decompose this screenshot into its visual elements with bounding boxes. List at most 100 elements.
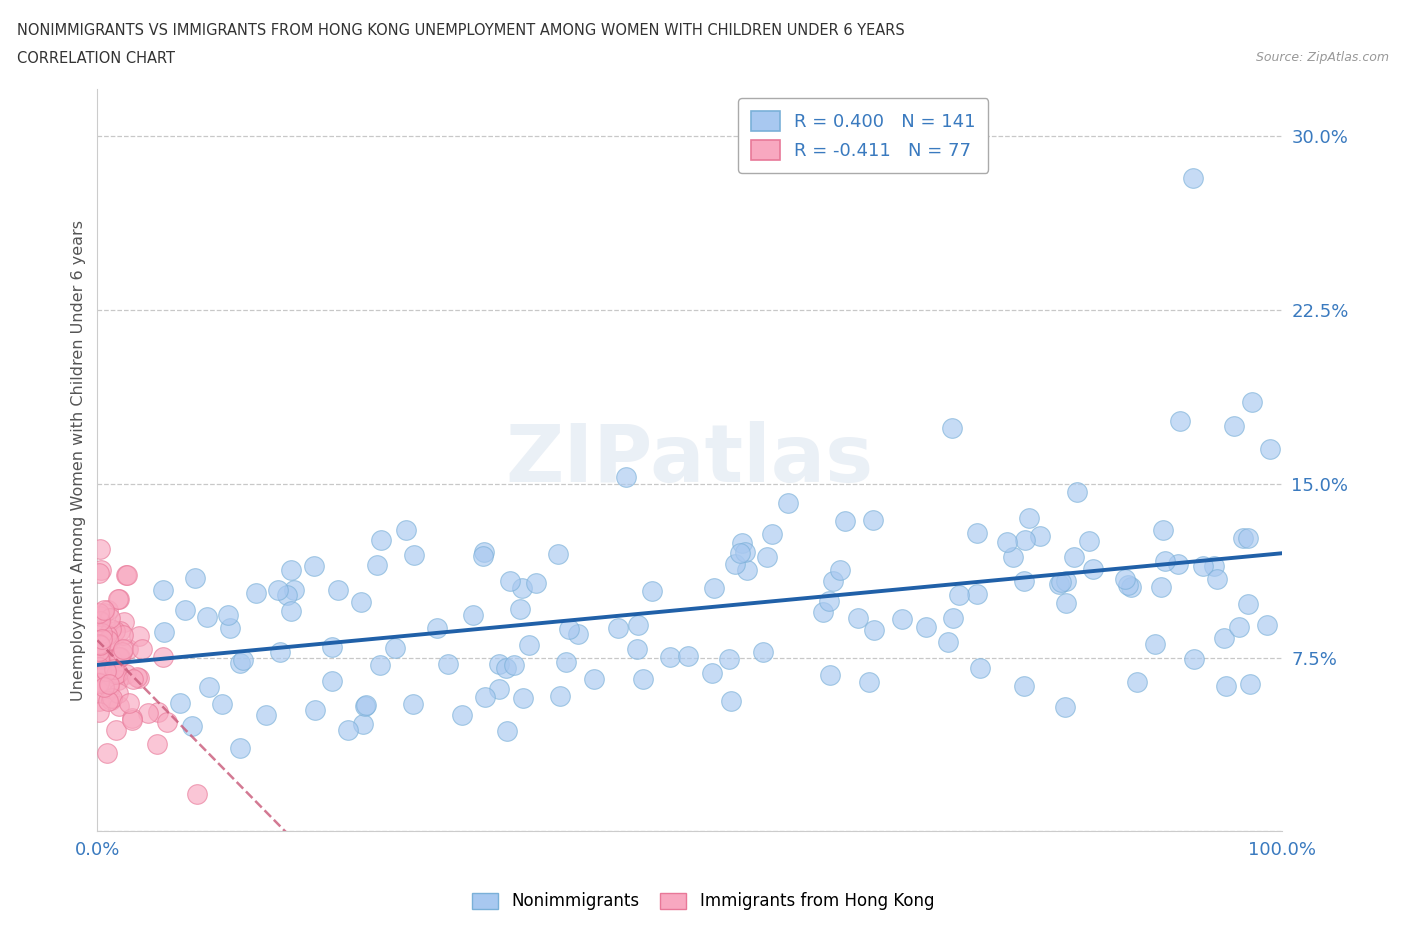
Point [107, 665, 129, 680]
Point [1213, 631, 1236, 645]
Point [1168, 414, 1191, 429]
Point [121, 712, 143, 727]
Point [89, 637, 111, 652]
Point [863, 623, 886, 638]
Point [89, 614, 111, 629]
Point [89, 643, 111, 658]
Point [1047, 577, 1070, 591]
Point [734, 544, 756, 559]
Point [1236, 531, 1258, 546]
Point [152, 649, 174, 664]
Point [229, 741, 252, 756]
Point [1126, 675, 1149, 690]
Point [1229, 619, 1251, 634]
Point [631, 671, 654, 686]
Point [87, 652, 110, 667]
Point [100, 653, 122, 668]
Point [111, 644, 134, 659]
Point [752, 644, 775, 659]
Point [112, 628, 135, 643]
Point [761, 526, 783, 541]
Point [87, 675, 110, 690]
Point [512, 691, 534, 706]
Point [717, 651, 740, 666]
Point [526, 576, 548, 591]
Point [724, 557, 747, 572]
Point [100, 693, 122, 708]
Point [402, 696, 425, 711]
Point [426, 620, 449, 635]
Point [107, 685, 129, 700]
Point [89, 609, 111, 624]
Point [128, 671, 150, 685]
Point [115, 667, 138, 682]
Point [495, 660, 517, 675]
Point [94, 663, 117, 678]
Point [1063, 550, 1085, 565]
Point [93, 605, 115, 620]
Point [658, 649, 681, 664]
Point [1116, 578, 1139, 592]
Point [156, 714, 179, 729]
Point [818, 593, 841, 608]
Point [353, 698, 375, 713]
Point [304, 702, 326, 717]
Point [1078, 534, 1101, 549]
Point [474, 689, 496, 704]
Point [97, 633, 120, 648]
Point [87, 704, 110, 719]
Point [858, 675, 880, 690]
Point [104, 666, 127, 681]
Point [103, 623, 125, 638]
Point [321, 673, 343, 688]
Point [93, 648, 115, 663]
Point [1152, 523, 1174, 538]
Point [582, 672, 605, 687]
Point [98, 681, 121, 696]
Point [97, 694, 120, 709]
Point [1206, 571, 1229, 586]
Point [496, 724, 519, 738]
Point [1239, 676, 1261, 691]
Point [128, 628, 150, 643]
Point [93, 603, 115, 618]
Point [97, 603, 120, 618]
Point [471, 549, 494, 564]
Point [245, 585, 267, 600]
Point [321, 639, 343, 654]
Point [89, 541, 111, 556]
Point [1066, 485, 1088, 499]
Point [626, 618, 648, 632]
Point [730, 545, 752, 560]
Point [87, 565, 110, 580]
Point [451, 707, 474, 722]
Point [103, 662, 125, 677]
Point [1018, 511, 1040, 525]
Point [276, 587, 298, 602]
Point [966, 525, 988, 540]
Point [356, 698, 378, 712]
Point [131, 642, 153, 657]
Point [174, 603, 197, 618]
Point [211, 697, 233, 711]
Text: ZIPatlas: ZIPatlas [505, 421, 873, 499]
Point [90, 615, 112, 630]
Point [614, 469, 637, 484]
Point [256, 708, 278, 723]
Point [846, 611, 869, 626]
Point [283, 582, 305, 597]
Point [87, 684, 110, 698]
Point [941, 420, 963, 435]
Point [1256, 618, 1278, 632]
Point [232, 653, 254, 668]
Point [567, 627, 589, 642]
Point [90, 637, 112, 652]
Point [488, 657, 510, 671]
Point [90, 631, 112, 646]
Text: NONIMMIGRANTS VS IMMIGRANTS FROM HONG KONG UNEMPLOYMENT AMONG WOMEN WITH CHILDRE: NONIMMIGRANTS VS IMMIGRANTS FROM HONG KO… [17, 23, 904, 38]
Point [1012, 574, 1035, 589]
Point [87, 605, 110, 620]
Point [735, 562, 758, 577]
Point [112, 615, 135, 630]
Point [1143, 637, 1166, 652]
